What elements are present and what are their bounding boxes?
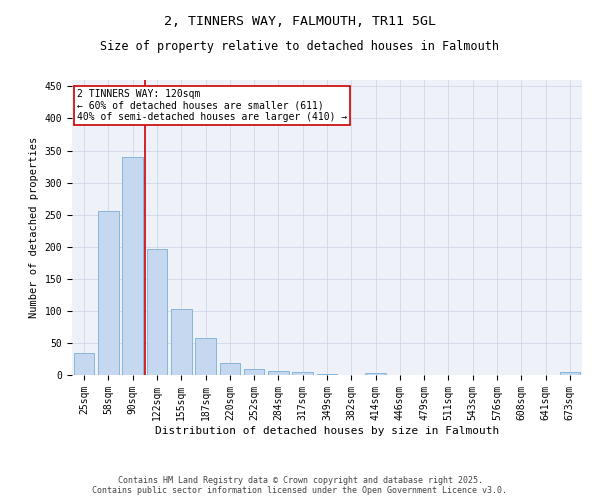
Bar [365,373,386,375]
Y-axis label: Number of detached properties: Number of detached properties [29,137,39,318]
Bar [220,364,240,375]
Bar [98,212,119,375]
Bar [122,157,143,375]
Text: Size of property relative to detached houses in Falmouth: Size of property relative to detached ho… [101,40,499,53]
Bar [292,372,313,375]
Bar [560,372,580,375]
X-axis label: Distribution of detached houses by size in Falmouth: Distribution of detached houses by size … [155,426,499,436]
Bar [317,374,337,375]
Bar [195,338,216,375]
Text: Contains HM Land Registry data © Crown copyright and database right 2025.
Contai: Contains HM Land Registry data © Crown c… [92,476,508,495]
Text: 2, TINNERS WAY, FALMOUTH, TR11 5GL: 2, TINNERS WAY, FALMOUTH, TR11 5GL [164,15,436,28]
Bar [146,248,167,375]
Text: 2 TINNERS WAY: 120sqm
← 60% of detached houses are smaller (611)
40% of semi-det: 2 TINNERS WAY: 120sqm ← 60% of detached … [77,89,347,122]
Bar [244,368,265,375]
Bar [171,309,191,375]
Bar [74,352,94,375]
Bar [268,370,289,375]
